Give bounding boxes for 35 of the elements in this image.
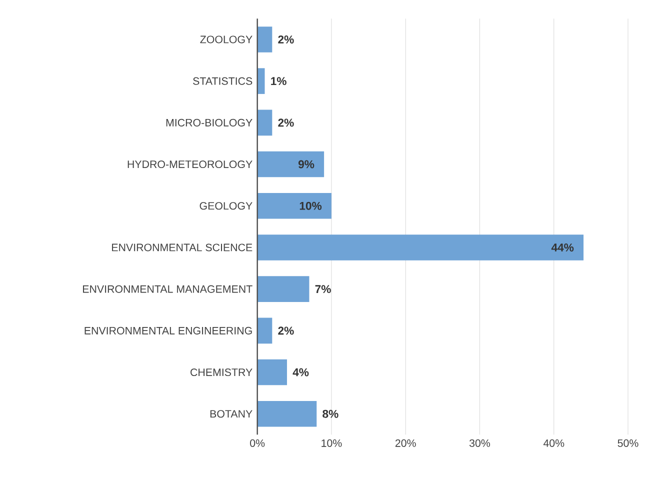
data-label: 10% — [300, 202, 322, 210]
x-tick-label: 20% — [395, 439, 416, 447]
x-tick-label: 30% — [469, 439, 490, 447]
y-tick-label: ENVIRONMENTAL SCIENCE — [112, 244, 252, 252]
y-tick-label: ZOOLOGY — [200, 36, 252, 44]
data-label: 4% — [292, 368, 309, 376]
x-tick-label: 10% — [322, 439, 342, 447]
data-label: 1% — [271, 77, 286, 86]
bar — [257, 276, 310, 302]
y-tick-label: MICRO-BIOLOGY — [166, 118, 252, 126]
data-label: 8% — [322, 410, 338, 418]
bar — [257, 318, 272, 344]
x-tick-label: 50% — [618, 439, 638, 447]
data-label: 7% — [315, 285, 331, 294]
bar — [257, 110, 272, 136]
bar — [257, 234, 584, 260]
y-tick-label: ENVIRONMENTAL ENGINEERING — [84, 326, 252, 334]
data-label: 2% — [278, 326, 294, 335]
bar — [257, 400, 317, 427]
data-label: 2% — [278, 35, 294, 44]
bar — [257, 26, 272, 52]
bar — [257, 151, 324, 178]
y-tick-label: GEOLOGY — [200, 202, 252, 210]
x-tick-label: 0% — [250, 439, 265, 447]
y-tick-label: CHEMISTRY — [190, 368, 252, 376]
x-tick-label: 40% — [543, 439, 564, 447]
y-tick-label: HYDRO-METEOROLOGY — [128, 160, 252, 168]
bar — [257, 359, 287, 386]
data-label: 2% — [278, 118, 294, 127]
data-label: 44% — [551, 243, 574, 252]
bar — [257, 192, 332, 219]
y-tick-label: STATISTICS — [193, 77, 252, 85]
y-tick-label: ENVIRONMENTAL MANAGEMENT — [83, 285, 252, 293]
data-label: 9% — [298, 160, 314, 168]
y-tick-label: BOTANY — [210, 410, 252, 418]
